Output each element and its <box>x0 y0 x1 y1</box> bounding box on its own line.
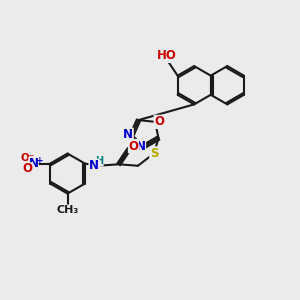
Text: O: O <box>128 140 139 152</box>
Text: HO: HO <box>157 50 177 62</box>
Text: N: N <box>89 159 99 172</box>
Text: N: N <box>28 157 38 170</box>
Text: H: H <box>95 156 103 166</box>
Text: O: O <box>154 115 164 128</box>
Text: N: N <box>136 140 146 154</box>
Text: CH₃: CH₃ <box>56 205 79 215</box>
Text: O⁻: O⁻ <box>20 153 35 163</box>
Text: N: N <box>123 128 133 141</box>
Text: +: + <box>35 156 43 165</box>
Text: O: O <box>22 162 32 175</box>
Text: S: S <box>150 147 158 160</box>
